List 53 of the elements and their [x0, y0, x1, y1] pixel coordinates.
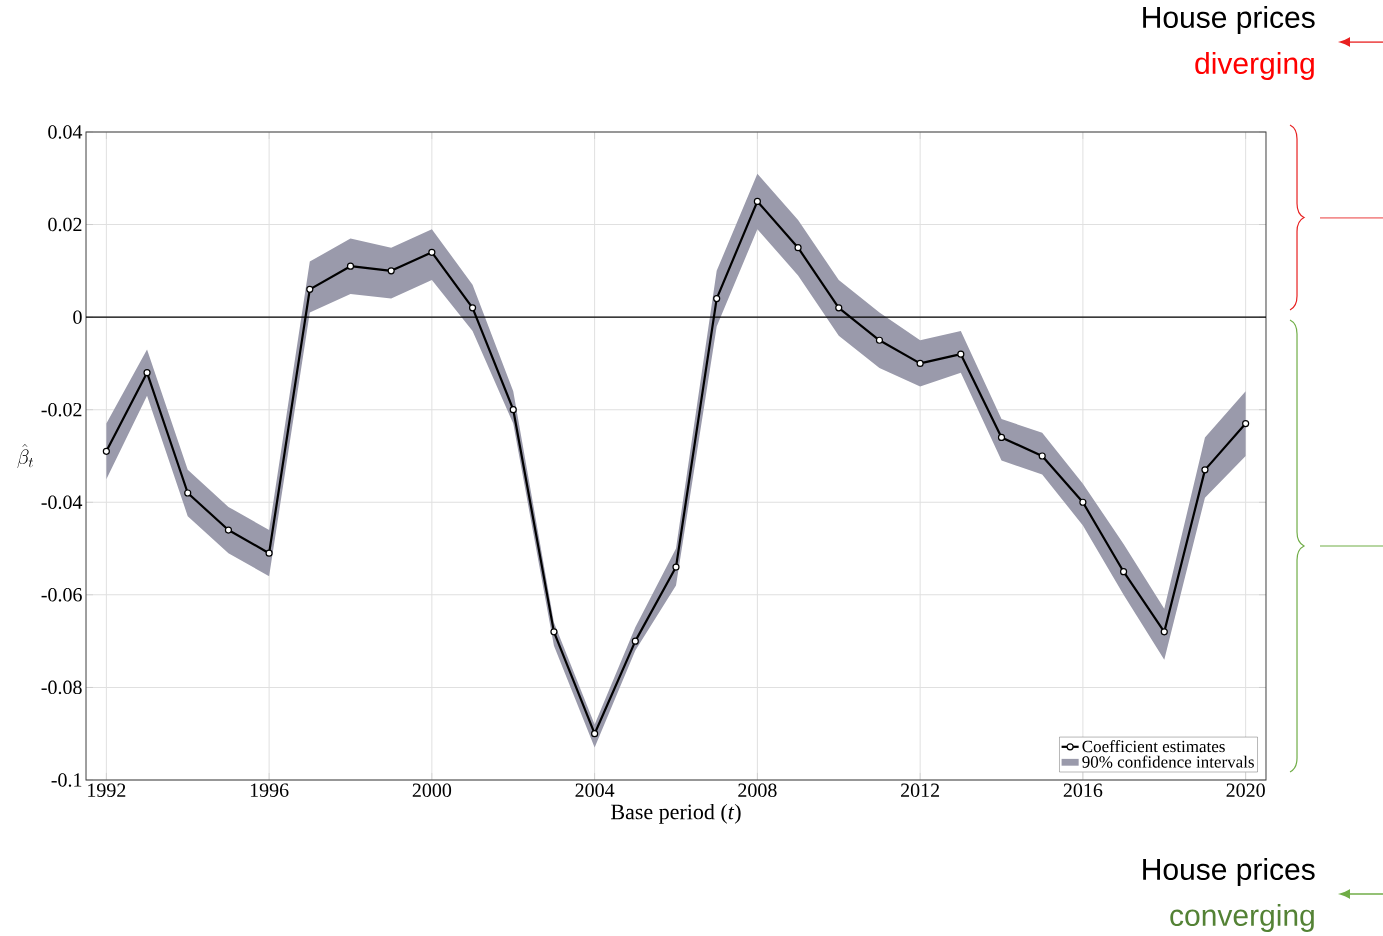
point: [143, 369, 151, 377]
y-tick-label: 0.02: [48, 217, 82, 232]
y-tick-label: -0.02: [41, 402, 82, 417]
y-tick-label: -0.1: [51, 773, 82, 787]
x-tick-label: 2012: [901, 783, 940, 798]
x-tick-label: 2016: [1063, 783, 1103, 798]
point: [387, 267, 395, 275]
x-tick-label: 2020: [1226, 783, 1265, 798]
text: House prices: [1143, 858, 1315, 886]
x-tick-label: 1992: [88, 783, 126, 797]
legend-label: Coefficient estimates: [1082, 740, 1225, 753]
y-tick-label: -0.04: [41, 495, 83, 510]
point: [631, 637, 639, 645]
y-tick-label: -0.08: [41, 680, 82, 695]
point: [306, 285, 314, 293]
annotation: 90% confidence intervals: [1082, 755, 1254, 768]
point: [875, 336, 884, 344]
point: [794, 244, 802, 252]
point: [1160, 628, 1168, 636]
point: [672, 563, 680, 571]
point: [428, 248, 436, 256]
y-axis-title: $\hat{\beta}_t$: [17, 444, 33, 468]
point: [753, 197, 761, 206]
y-tick-label: 0.04: [48, 125, 83, 139]
point: [591, 730, 599, 738]
point: [468, 304, 477, 312]
point: [550, 628, 558, 636]
y-tick-label: 0: [73, 310, 82, 324]
point: [346, 262, 355, 270]
text: House prices: [1143, 6, 1315, 34]
point: [916, 359, 924, 368]
x-axis-title: Base period (t): [611, 803, 741, 824]
point: [1038, 452, 1046, 460]
text: diverging: [1195, 52, 1314, 80]
point: [1242, 419, 1250, 428]
point: [265, 549, 273, 557]
point: [997, 433, 1006, 442]
point: [102, 447, 110, 455]
point: [509, 406, 517, 414]
point: [1201, 466, 1209, 474]
point: [1119, 568, 1128, 576]
x-tick-label: 2008: [738, 783, 777, 798]
point: [713, 295, 721, 303]
point: [1079, 498, 1087, 506]
point: [835, 304, 843, 312]
point: [224, 526, 233, 534]
y-tick-label: -0.06: [41, 588, 82, 602]
text: converging: [1170, 904, 1314, 932]
x-tick-label: 2000: [412, 783, 452, 798]
x-tick-label: 2004: [575, 783, 615, 798]
point: [184, 489, 192, 497]
point: [957, 350, 965, 358]
x-tick-label: 1996: [250, 783, 289, 797]
